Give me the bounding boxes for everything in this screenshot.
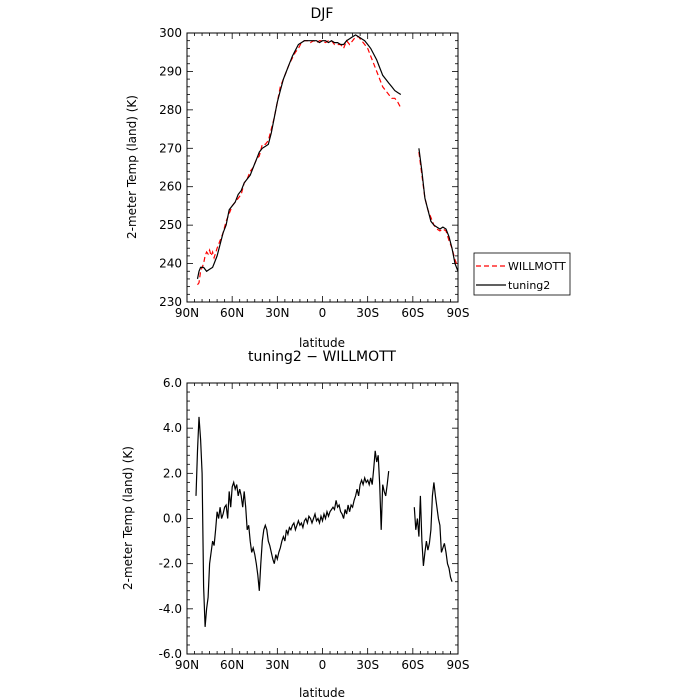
series-line-willmott [197,36,402,286]
chart-title: tuning2 − WILLMOTT [248,349,396,365]
x-axis-label: latitude [299,336,345,350]
y-tick-label: -2.0 [159,557,182,571]
y-tick-label: 6.0 [163,376,182,390]
series-line-tuning2-willmott [413,482,453,582]
y-tick-label: 250 [159,218,182,232]
x-tick-label: 60N [220,306,244,320]
y-tick-label: 0.0 [163,512,182,526]
chart-title: DJF [311,6,334,22]
series-line-tuning2-willmott [195,416,390,627]
y-tick-label: 230 [159,295,182,309]
y-tick-label: 2.0 [163,466,182,480]
y-tick-label: 290 [159,64,182,78]
x-tick-label: 30S [356,658,379,672]
plot-frame [186,32,459,303]
series-line-tuning2 [196,34,402,280]
y-tick-label: -6.0 [159,647,182,661]
series-line-tuning2 [418,148,459,272]
x-tick-label: 30S [356,306,379,320]
legend-box [473,252,571,296]
y-tick-label: -4.0 [159,602,182,616]
x-tick-label: 90N [175,658,199,672]
x-tick-label: 90S [447,306,470,320]
y-tick-label: 270 [159,141,182,155]
legend-label-willmott: WILLMOTT [508,260,566,273]
series-line-willmott [418,152,458,264]
x-tick-label: 30N [265,306,289,320]
x-tick-label: 0 [319,306,327,320]
plot-area: 90N 60N 30N 0 30S 60S 90S -6.0 -4.0 -2.0 0.0 2.0 4.0… [159,376,470,672]
x-tick-label: 90N [175,306,199,320]
x-tick-label: 60S [401,658,424,672]
x-axis-label: latitude [299,686,345,700]
y-tick-label: 300 [159,26,182,40]
y-axis-label: 2-meter Temp (land) (K) [121,446,135,590]
plot-area: 90N 60N 30N 0 30S 60S 90S 230 240 250 260 270 280 290… [159,26,469,320]
legend-label-tuning2: tuning2 [508,279,550,292]
x-tick-label: 90S [447,658,470,672]
chart-difference: tuning2 − WILLMOTT 90N 60N 30N 0 30S 60S 90S -6… [121,349,469,700]
legend: WILLMOTT tuning2 [473,252,571,296]
y-axis-label: 2-meter Temp (land) (K) [125,95,139,239]
chart-djf: DJF 90N 60N 30N 0 30S 60S 90S 230 240 250 260 270 28… [125,6,571,350]
x-tick-label: 30N [265,658,289,672]
x-tick-label: 60N [220,658,244,672]
y-tick-label: 240 [159,257,182,271]
x-tick-label: 60S [401,306,424,320]
x-tick-label: 0 [319,658,327,672]
y-tick-label: 260 [159,180,182,194]
y-tick-label: 280 [159,103,182,117]
y-tick-label: 4.0 [163,421,182,435]
